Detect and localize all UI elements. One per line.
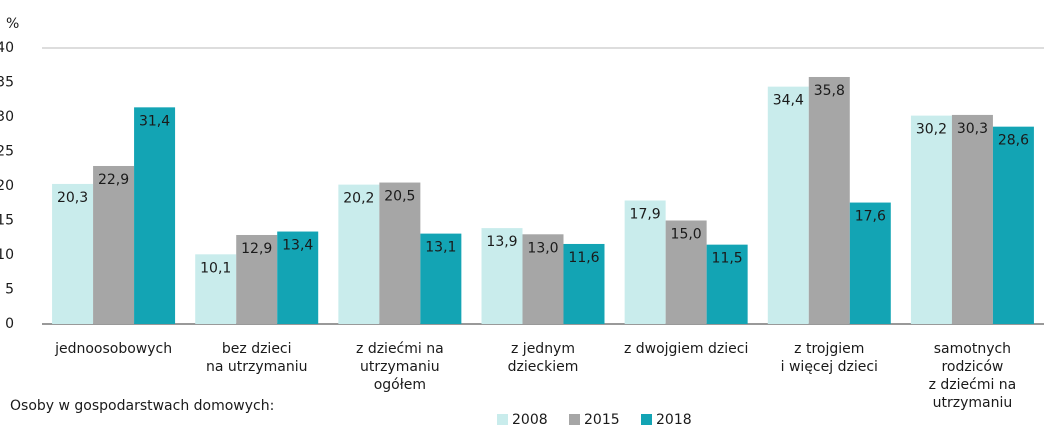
y-tick-label: 35 bbox=[0, 75, 14, 91]
x-tick-label: samotnych rodziców z dziećmi na utrzymaniu bbox=[929, 341, 1017, 411]
bar bbox=[420, 233, 462, 324]
value-label: 12,9 bbox=[241, 241, 272, 257]
bar bbox=[624, 200, 666, 324]
bar bbox=[849, 202, 891, 324]
bar bbox=[93, 165, 135, 324]
y-tick-label: 25 bbox=[0, 144, 14, 160]
value-label: 30,3 bbox=[957, 121, 988, 137]
value-label: 17,9 bbox=[630, 206, 661, 222]
value-label: 10,1 bbox=[200, 260, 231, 276]
bar bbox=[767, 86, 809, 324]
bar bbox=[706, 244, 748, 324]
x-tick-label: jednoosobowych bbox=[54, 341, 172, 357]
legend-swatch bbox=[641, 414, 652, 425]
bar bbox=[379, 182, 421, 324]
value-label: 20,2 bbox=[343, 191, 374, 207]
bar bbox=[338, 184, 380, 324]
x-tick-label: z trojgiem i więcej dzieci bbox=[781, 341, 878, 375]
bar bbox=[277, 231, 319, 324]
value-label: 34,4 bbox=[773, 93, 804, 109]
bar bbox=[665, 220, 707, 324]
value-label: 22,9 bbox=[98, 172, 129, 188]
value-label: 13,4 bbox=[282, 238, 313, 254]
bar bbox=[236, 234, 278, 324]
value-label: 20,3 bbox=[57, 190, 88, 206]
y-tick-label: 40 bbox=[0, 40, 14, 56]
value-label: 13,0 bbox=[527, 240, 558, 256]
bar bbox=[808, 76, 850, 324]
y-tick-label: 10 bbox=[0, 247, 14, 263]
value-label: 20,5 bbox=[384, 189, 415, 205]
value-label: 17,6 bbox=[855, 209, 886, 225]
annotation: Osoby w gospodarstwach domowych: bbox=[10, 398, 274, 414]
y-tick-label: 15 bbox=[0, 213, 14, 229]
y-axis-label: % bbox=[6, 16, 19, 32]
bar bbox=[951, 114, 993, 325]
value-label: 11,5 bbox=[712, 251, 743, 267]
x-tick-label: z dwojgiem dzieci bbox=[624, 341, 748, 357]
x-tick-label: z dziećmi na utrzymaniu ogółem bbox=[356, 341, 444, 393]
y-tick-label: 5 bbox=[5, 282, 14, 298]
value-label: 30,2 bbox=[916, 122, 947, 138]
value-label: 31,4 bbox=[139, 113, 170, 129]
legend-label: 2015 bbox=[584, 412, 620, 427]
value-label: 13,9 bbox=[486, 234, 517, 250]
bar bbox=[481, 228, 523, 324]
bar bbox=[563, 243, 605, 324]
legend-label: 2008 bbox=[512, 412, 548, 427]
value-label: 13,1 bbox=[425, 240, 456, 256]
bar bbox=[992, 126, 1034, 324]
y-tick-label: 0 bbox=[5, 316, 14, 332]
value-label: 35,8 bbox=[814, 83, 845, 99]
bar bbox=[522, 234, 564, 324]
bar bbox=[52, 183, 94, 324]
value-label: 15,0 bbox=[671, 227, 702, 243]
y-tick-label: 30 bbox=[0, 109, 14, 125]
x-tick-label: bez dzieci na utrzymaniu bbox=[206, 341, 308, 375]
legend-label: 2018 bbox=[656, 412, 692, 427]
bar bbox=[910, 115, 952, 325]
bar bbox=[195, 254, 237, 324]
legend-swatch bbox=[497, 414, 508, 425]
y-tick-label: 20 bbox=[0, 178, 14, 194]
legend-swatch bbox=[569, 414, 580, 425]
value-label: 11,6 bbox=[568, 250, 599, 266]
value-label: 28,6 bbox=[998, 133, 1029, 149]
x-tick-label: z jednym dzieckiem bbox=[508, 341, 579, 375]
bar bbox=[134, 107, 176, 324]
